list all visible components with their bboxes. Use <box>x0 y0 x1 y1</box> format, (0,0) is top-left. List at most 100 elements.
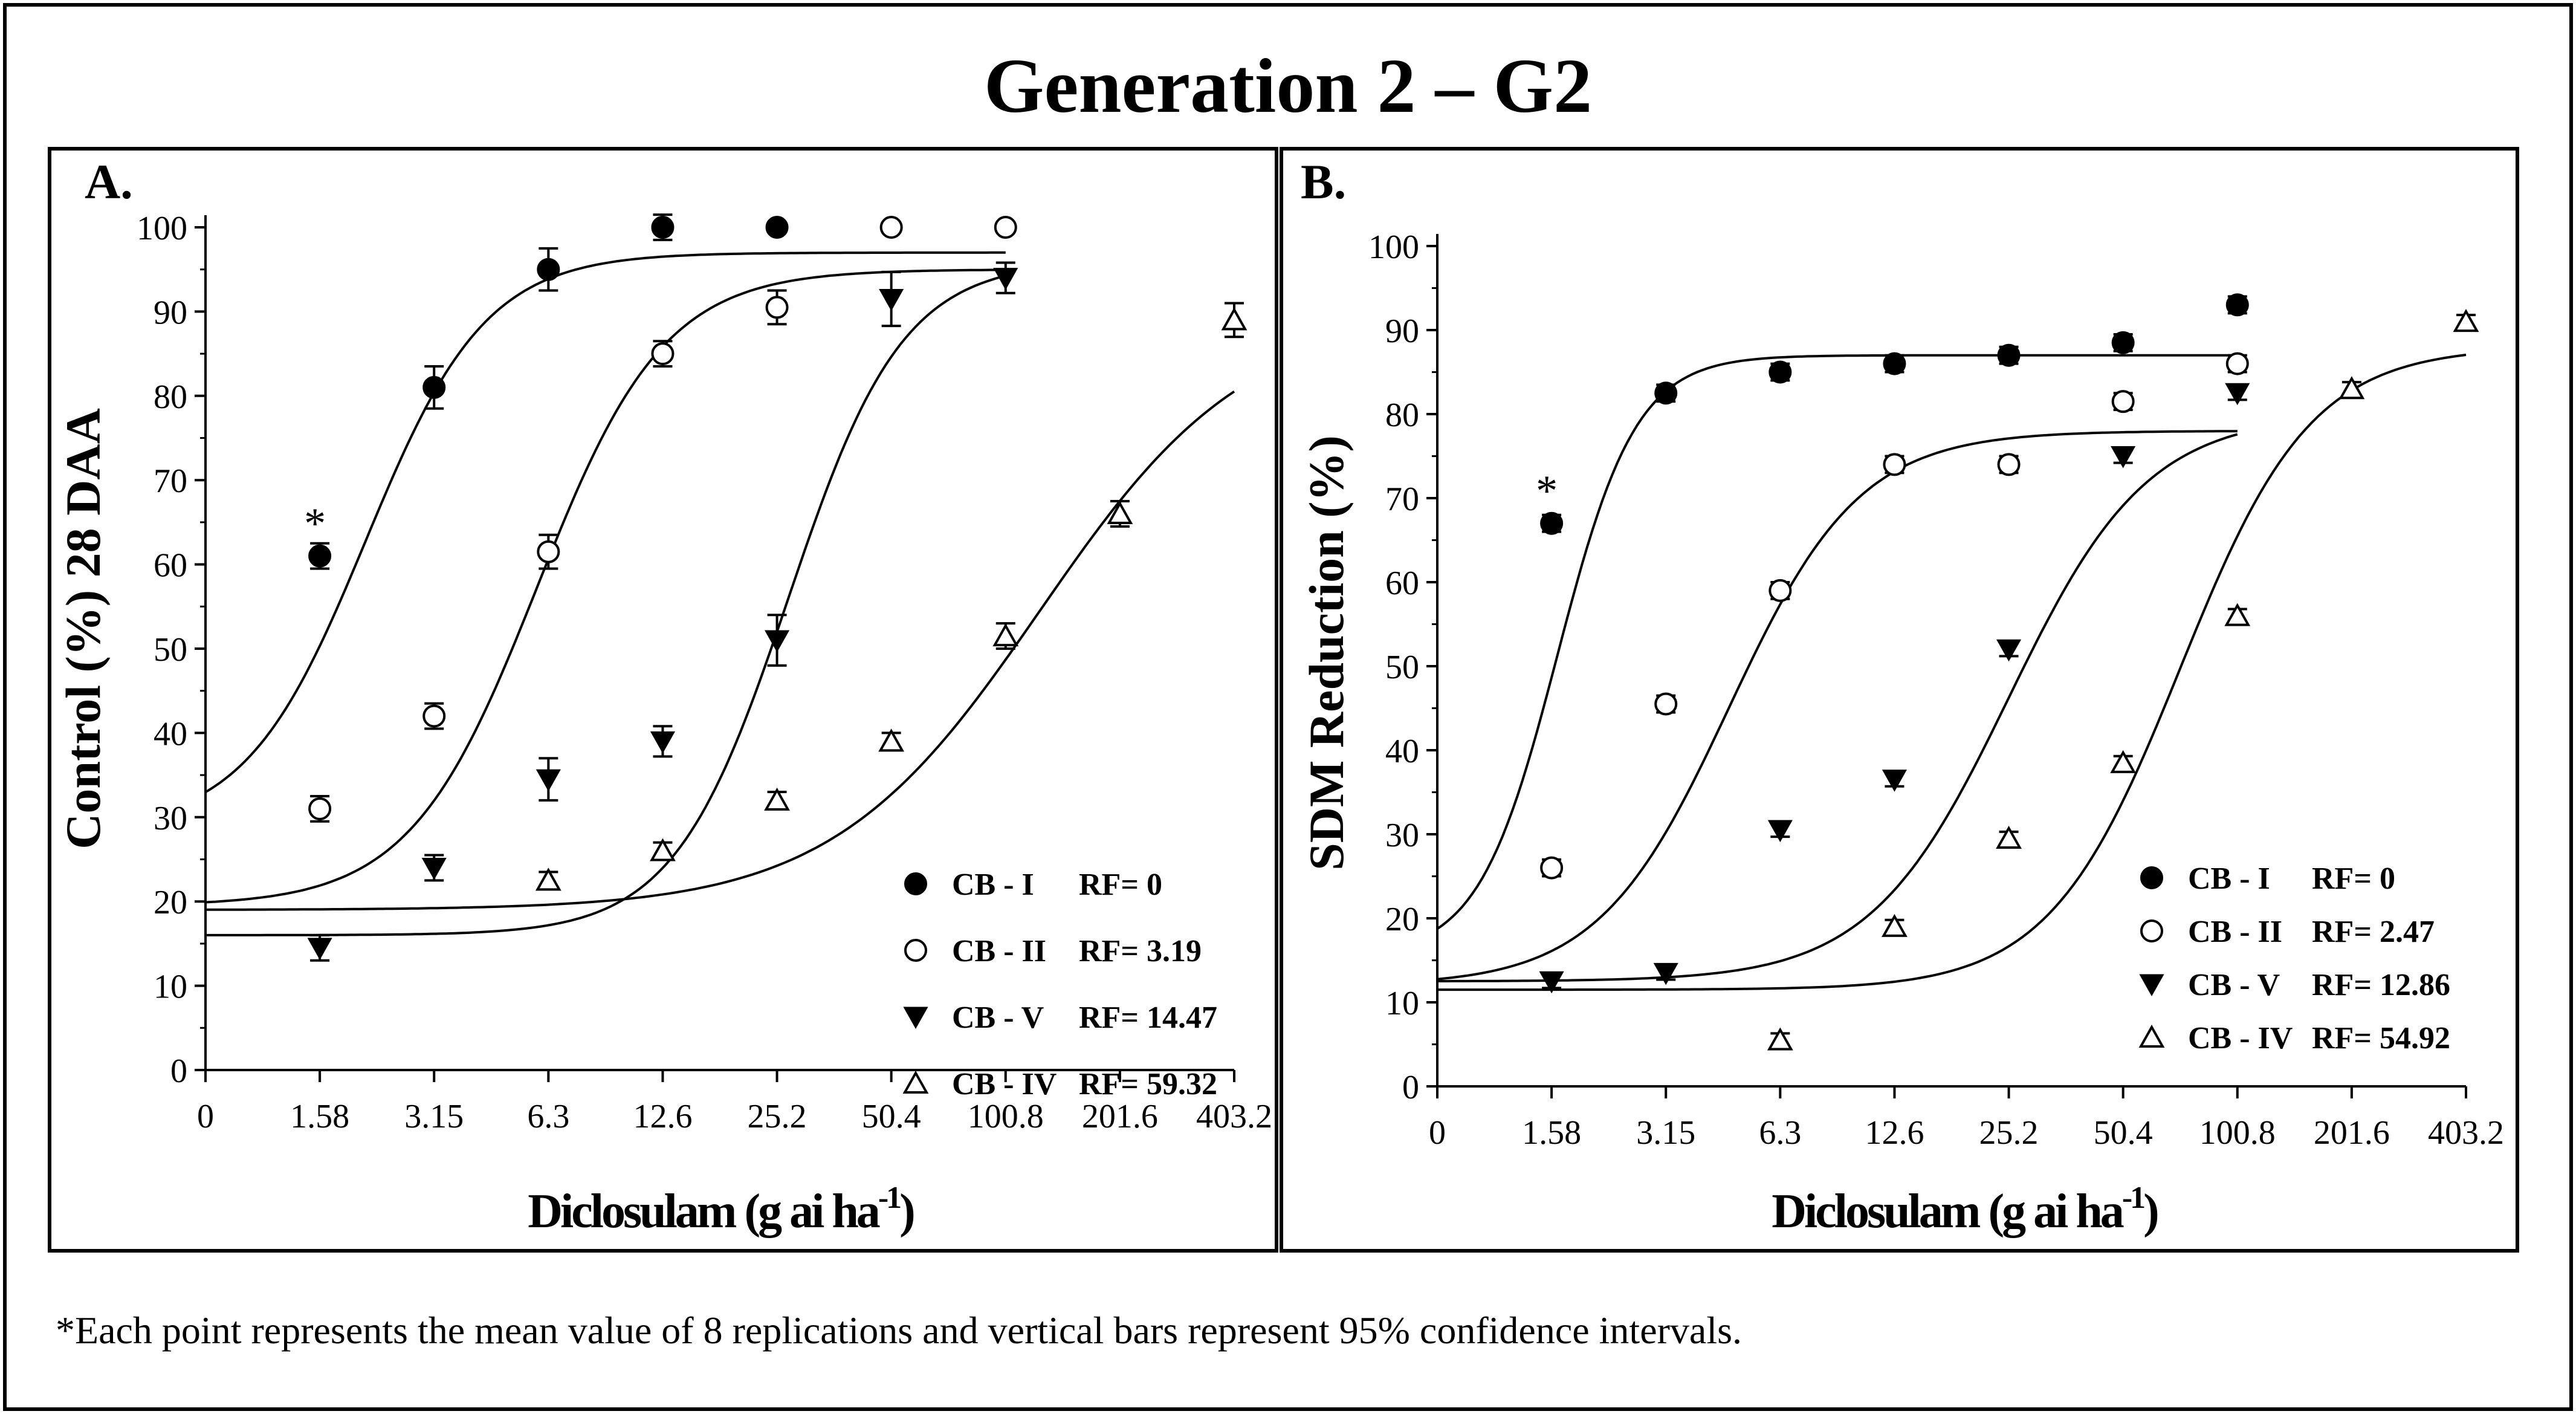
panel-b-legend-marker-1 <box>2140 866 2163 889</box>
panel-b-curve-series-3 <box>1437 433 2238 982</box>
panel-b-data-point-series-4 <box>2110 750 2137 773</box>
panel-a-y-tick-label: 100 <box>137 210 187 247</box>
panel-b-data-point-series-1 <box>1883 352 1906 375</box>
panel-b-y-tick-label: 20 <box>1385 901 1419 938</box>
figure-title: Generation 2 – G2 <box>984 43 1592 129</box>
panel-a-legend-name-2: CB - II <box>952 934 1046 968</box>
panel-b-y-axis-label: SDM Reduction (%) <box>1299 435 1354 871</box>
panel-b-x-axis-label-main: Diclosulam (g ai ha <box>1772 1185 2124 1238</box>
panel-a-plot: 0 10 20 30 40 50 60 70 80 90 100 0 1.58 3.15 6.3 12.6 25… <box>137 210 1272 1135</box>
panel-a-y-tick-label: 60 <box>154 547 187 585</box>
panel-b-curve-series-2 <box>1437 430 2238 981</box>
panel-b-data-point-series-1 <box>1654 381 1678 405</box>
panel-a-data-point-series-1 <box>765 216 789 239</box>
panel-a-data-point-series-3 <box>993 268 1018 290</box>
panel-a-data-point-series-2 <box>994 216 1017 239</box>
panel-b-data-point-series-1 <box>1997 343 2021 367</box>
panel-b-x-tick-label: 1.58 <box>1522 1114 1581 1152</box>
panel-a-legend-name-4: CB - IV <box>952 1067 1057 1101</box>
panel-b-x-axis-label: Diclosulam (g ai ha-1) <box>1772 1181 2158 1238</box>
panel-b-y-tick-label: 70 <box>1385 481 1419 518</box>
panel-b-y-tick-label: 50 <box>1385 649 1419 686</box>
panel-b-y-tick-label: 30 <box>1385 817 1419 854</box>
panel-b-legend-rf-4: RF= 54.92 <box>2312 1021 2450 1056</box>
panel-a-frame <box>48 147 1278 1253</box>
panel-a-legend-name-3: CB - V <box>952 1001 1044 1035</box>
panel-b-y-tick-label: 80 <box>1385 397 1419 434</box>
panel-b-curve-series-4 <box>1437 354 2467 991</box>
panel-b-data-point-series-2 <box>1654 692 1678 716</box>
panel-b-y-tick-label: 100 <box>1368 229 1419 266</box>
panel-a-data-point-series-2 <box>765 296 789 319</box>
panel-b-legend-marker-3 <box>2139 974 2164 997</box>
panel-a-data-point-series-3 <box>307 938 332 960</box>
panel-a-x-tick-label: 0 <box>197 1098 214 1135</box>
panel-b-x-axis-label-end: ) <box>2143 1185 2158 1238</box>
panel-a-legend-marker-1 <box>904 872 927 895</box>
panel-b-x-axis-label-sup: -1 <box>2122 1181 2144 1215</box>
panel-a-x-axis-label-sup: -1 <box>878 1181 901 1215</box>
panel-a-y-tick-label: 90 <box>154 294 187 331</box>
panel-a-y-tick-label: 10 <box>154 968 187 1006</box>
panel-b-x-tick-label: 3.15 <box>1636 1114 1695 1152</box>
panel-b-y-tick-label: 60 <box>1385 565 1419 602</box>
panel-b-data-point-series-3 <box>1653 962 1678 985</box>
panel-b-legend-rf-1: RF= 0 <box>2312 861 2395 896</box>
panel-a: A. 0 10 20 30 40 50 60 70 80 90 100 0 1.58 3.15 6.3 12.… <box>56 154 1272 1238</box>
panel-b-legend-name-4: CB - IV <box>2188 1021 2293 1056</box>
panel-a-x-tick-label: 3.15 <box>404 1098 464 1135</box>
panel-b-data-point-series-3 <box>2111 446 2136 469</box>
panel-b-data-point-series-1 <box>1769 360 1792 384</box>
panel-b-data-point-series-2 <box>2111 390 2135 413</box>
panel-a-x-tick-label: 403.2 <box>1196 1098 1272 1135</box>
panel-a-data-point-series-3 <box>536 769 561 792</box>
panel-a-letter: A. <box>85 154 133 209</box>
panel-a-data-point-series-4 <box>1221 307 1248 331</box>
panel-a-x-axis-label: Diclosulam (g ai ha-1) <box>528 1181 914 1238</box>
panel-b-legend-rf-2: RF= 2.47 <box>2312 915 2435 949</box>
panel-b-data-point-series-4 <box>2338 376 2365 400</box>
panel-a-data-point-series-2 <box>308 797 332 820</box>
panel-a-x-tick-label: 201.6 <box>1082 1098 1158 1135</box>
panel-b-data-point-series-2 <box>1540 856 1564 880</box>
panel-a-annotation-asterisk: * <box>304 499 326 548</box>
panel-a-y-tick-label: 40 <box>154 715 187 753</box>
panel-b-data-point-series-3 <box>2225 383 2250 406</box>
panel-b-legend-name-2: CB - II <box>2188 915 2282 949</box>
panel-a-y-tick-label: 20 <box>154 884 187 921</box>
panel-a-curve-series-1 <box>204 251 1006 794</box>
panel-a-legend-rf-2: RF= 3.19 <box>1079 934 1202 968</box>
panel-a-data-point-series-4 <box>1107 501 1133 524</box>
panel-b-y-tick-label: 10 <box>1385 985 1419 1022</box>
panel-b-data-point-series-1 <box>2225 293 2249 317</box>
panel-b-x-tick-label: 201.6 <box>2314 1114 2390 1152</box>
panel-b-x-tick-label: 403.2 <box>2428 1114 2504 1152</box>
panel-a-data-point-series-4 <box>992 623 1019 647</box>
panel-b-frame <box>1280 147 2519 1253</box>
panel-a-x-tick-label: 50.4 <box>862 1098 921 1135</box>
panel-b-data-point-series-3 <box>1996 639 2022 662</box>
panel-b-letter: B. <box>1301 154 1346 209</box>
panel-b-y-tick-label: 40 <box>1385 733 1419 770</box>
panel-a-data-point-series-2 <box>879 216 903 239</box>
panel-a-x-tick-label: 25.2 <box>748 1098 807 1135</box>
panel-b-x-tick-label: 25.2 <box>1979 1114 2039 1152</box>
panel-a-y-tick-label: 50 <box>154 631 187 669</box>
panel-b-legend-name-1: CB - I <box>2188 861 2270 896</box>
panel-a-data-point-series-4 <box>878 728 905 752</box>
panel-a-legend-marker-2 <box>904 939 927 962</box>
panel-a-curve-series-4 <box>205 390 1235 911</box>
panel-a-legend-marker-4 <box>902 1070 929 1094</box>
panel-b-x-tick-label: 100.8 <box>2199 1114 2276 1152</box>
panel-b-curve-series-1 <box>1436 354 2238 930</box>
panel-b-data-point-series-2 <box>1883 453 1906 476</box>
panel-a-data-point-series-1 <box>651 216 675 239</box>
panel-b-x-tick-label: 0 <box>1429 1114 1446 1152</box>
panel-a-y-tick-label: 0 <box>170 1052 187 1090</box>
figure-frame <box>3 3 2573 1411</box>
panel-a-data-point-series-3 <box>764 630 790 653</box>
panel-a-legend-marker-3 <box>903 1007 928 1030</box>
footnote: *Each point represents the mean value of… <box>56 1309 1742 1352</box>
panel-b-data-point-series-4 <box>1882 913 1908 937</box>
